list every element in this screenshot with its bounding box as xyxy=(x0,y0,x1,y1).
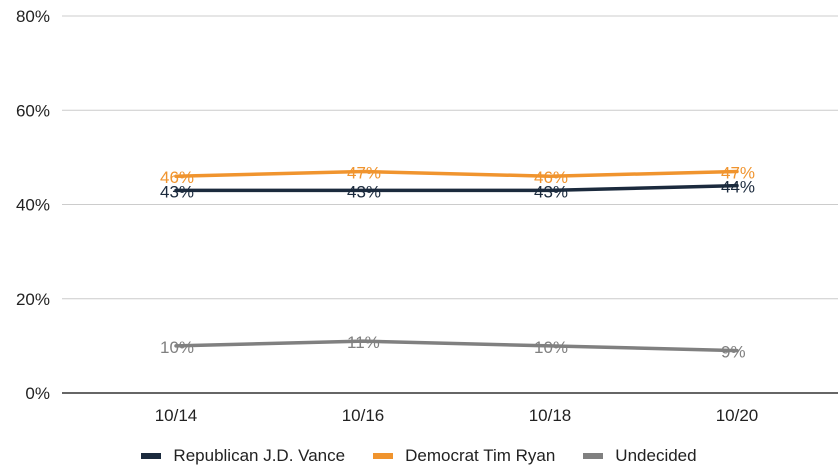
legend-item-ryan: Democrat Tim Ryan xyxy=(373,446,555,466)
y-tick-label: 80% xyxy=(16,7,50,26)
series-line xyxy=(174,169,739,178)
y-tick-label: 60% xyxy=(16,101,50,120)
legend-label-vance: Republican J.D. Vance xyxy=(173,446,346,465)
x-tick-label: 10/14 xyxy=(155,406,198,425)
data-label: 10% xyxy=(160,338,194,357)
y-tick-label: 20% xyxy=(16,290,50,309)
legend: Republican J.D. Vance Democrat Tim Ryan … xyxy=(0,446,838,466)
legend-swatch-undecided xyxy=(583,453,604,459)
data-label: 46% xyxy=(534,168,568,187)
series-line xyxy=(174,339,739,353)
legend-swatch-vance xyxy=(141,453,162,459)
data-label: 47% xyxy=(721,164,755,183)
data-label: 10% xyxy=(534,338,568,357)
data-label: 43% xyxy=(160,182,194,201)
x-tick-label: 10/18 xyxy=(529,406,572,425)
data-label: 46% xyxy=(160,168,194,187)
legend-item-vance: Republican J.D. Vance xyxy=(141,446,345,466)
legend-label-ryan: Democrat Tim Ryan xyxy=(405,446,556,465)
data-label: 43% xyxy=(347,182,381,201)
data-label: 44% xyxy=(721,178,755,197)
legend-label-undecided: Undecided xyxy=(615,446,697,465)
series-line xyxy=(174,183,739,193)
data-label: 47% xyxy=(347,164,381,183)
data-label: 9% xyxy=(721,343,746,362)
data-label: 11% xyxy=(347,333,380,352)
data-label: 43% xyxy=(534,182,568,201)
y-tick-label: 0% xyxy=(25,384,50,403)
x-tick-label: 10/20 xyxy=(716,406,759,425)
y-tick-label: 40% xyxy=(16,196,50,215)
x-tick-label: 10/16 xyxy=(342,406,385,425)
legend-swatch-ryan xyxy=(373,453,394,459)
legend-item-undecided: Undecided xyxy=(583,446,697,466)
